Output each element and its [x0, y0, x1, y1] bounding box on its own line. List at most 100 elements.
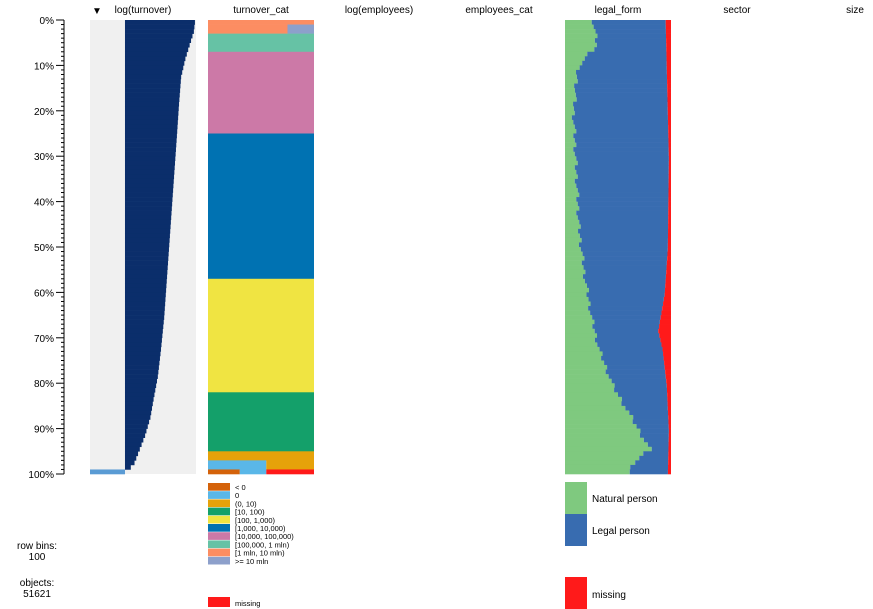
legal-form-natural-bar	[565, 351, 603, 357]
log-turnover-bar	[124, 342, 162, 348]
log-turnover-bar	[124, 47, 189, 53]
log-turnover-bar	[124, 29, 194, 34]
log-turnover-bar	[124, 383, 157, 389]
legal-form-missing-bar	[664, 365, 671, 370]
legal-form-legal-bar	[588, 287, 665, 293]
legal-form-legal-bar	[584, 278, 666, 284]
legal-form-legal-bar	[574, 138, 669, 143]
legal-form-missing-bar	[667, 247, 671, 252]
legal-form-legal-bar	[578, 242, 668, 248]
legal-form-natural-bar	[565, 383, 615, 389]
legal-form-legal-bar	[584, 56, 667, 62]
turnover-legend-label: [1,000, 10,000)	[235, 524, 286, 533]
log-turnover-bar	[124, 315, 165, 320]
turnover-legend-swatch	[208, 524, 230, 532]
legal-form-missing-bar	[668, 192, 671, 198]
log-turnover-bar	[124, 237, 170, 243]
legal-form-missing-bar	[668, 428, 671, 434]
log-turnover-bar	[124, 301, 166, 307]
objects-info: objects: 51621	[2, 578, 72, 600]
turnover-legend-label: [100, 1,000)	[235, 516, 276, 525]
turnover-legend-swatch	[208, 483, 230, 491]
legal-form-natural-bar	[565, 24, 594, 30]
legal-form-natural-bar	[565, 133, 574, 139]
legal-form-missing-bar	[667, 115, 671, 121]
legal-form-legal-bar	[576, 97, 668, 103]
legal-form-legal-bar	[586, 283, 666, 289]
legal-form-legal-bar	[576, 142, 669, 148]
objects-value: 51621	[23, 589, 51, 600]
legal-form-missing-bar	[668, 410, 671, 416]
log-turnover-bar	[124, 324, 164, 330]
legal-form-natural-bar	[565, 88, 575, 93]
legal-form-natural-bar	[565, 437, 644, 443]
legal-form-natural-bar	[565, 378, 612, 384]
log-turnover-bar	[124, 265, 168, 270]
log-turnover-bar	[124, 451, 139, 457]
legal-form-natural-bar	[565, 369, 606, 375]
legal-form-legal-bar	[576, 169, 669, 175]
log-turnover-bar	[124, 419, 150, 425]
legal-form-missing-bar	[667, 88, 671, 93]
legal-form-natural-bar	[565, 296, 589, 302]
legal-form-natural-bar	[565, 387, 615, 393]
legal-form-natural-bar	[565, 233, 580, 239]
log-turnover-bar	[124, 215, 172, 221]
legal-form-legal-bar	[588, 306, 663, 311]
legal-form-missing-bar	[664, 360, 671, 366]
legal-form-legal-bar	[597, 333, 660, 339]
legal-form-missing-bar	[668, 142, 671, 148]
turnover-cat-segment	[208, 451, 314, 461]
legal-form-natural-bar	[565, 428, 641, 434]
legal-form-legal-bar	[577, 201, 669, 207]
log-turnover-bar	[124, 88, 181, 93]
log-turnover-bar	[124, 142, 177, 148]
legal-form-missing-bar	[667, 79, 671, 84]
legal-form-legal-bar	[625, 405, 668, 411]
turnover-legend-label: (0, 10)	[235, 499, 257, 508]
log-turnover-bar	[124, 169, 175, 175]
log-turnover-bar	[124, 296, 166, 302]
legal-form-natural-bar	[565, 42, 597, 48]
turnover-cat-segment	[208, 133, 314, 280]
legal-form-legal-bar	[630, 464, 669, 470]
legal-form-natural-bar	[565, 256, 585, 261]
legal-form-missing-bar	[663, 355, 671, 361]
y-tick-label: 100%	[28, 470, 54, 481]
log-turnover-bar	[124, 287, 167, 293]
legal-form-natural-bar	[565, 165, 575, 171]
legal-form-missing-bar	[667, 401, 671, 407]
legal-form-missing-bar	[660, 337, 671, 343]
row-bins-label: row bins:	[16, 541, 57, 552]
log-turnover-bar	[124, 187, 174, 193]
legal-form-missing-bar	[666, 56, 671, 62]
legal-form-legal-bar	[577, 174, 669, 180]
legal-form-legal-bar	[594, 337, 661, 343]
legal-form-natural-bar	[565, 201, 578, 207]
log-turnover-bar	[124, 269, 168, 275]
legal-form-legal-bar	[611, 378, 667, 384]
legal-form-missing-bar	[666, 33, 671, 39]
log-turnover-bar	[124, 414, 151, 420]
log-turnover-bar	[124, 292, 166, 298]
legal-form-missing-bar	[663, 351, 671, 357]
log-turnover-bar	[124, 92, 180, 98]
legal-form-legal-bar	[587, 51, 667, 57]
log-turnover-bar	[124, 278, 167, 284]
legal-form-missing-bar	[668, 206, 671, 211]
legal-form-legal-bar	[571, 115, 668, 121]
turnover-cat-segment	[266, 460, 314, 470]
log-turnover-bar	[124, 115, 179, 121]
legal-form-natural-bar	[565, 242, 579, 248]
log-turnover-bar	[124, 337, 162, 343]
legal-form-natural-bar	[565, 360, 605, 366]
legal-form-missing-bar	[668, 119, 671, 125]
log-turnover-bar	[124, 228, 171, 234]
legal-form-missing-bar	[661, 310, 671, 316]
legal-form-legal-bar	[574, 83, 668, 89]
legal-form-legal-bar	[580, 224, 669, 230]
legal-form-legal-bar	[579, 233, 668, 239]
legal-form-missing-bar	[666, 378, 671, 384]
log-turnover-bar	[124, 424, 148, 429]
legal-form-legal-bar	[583, 265, 667, 270]
